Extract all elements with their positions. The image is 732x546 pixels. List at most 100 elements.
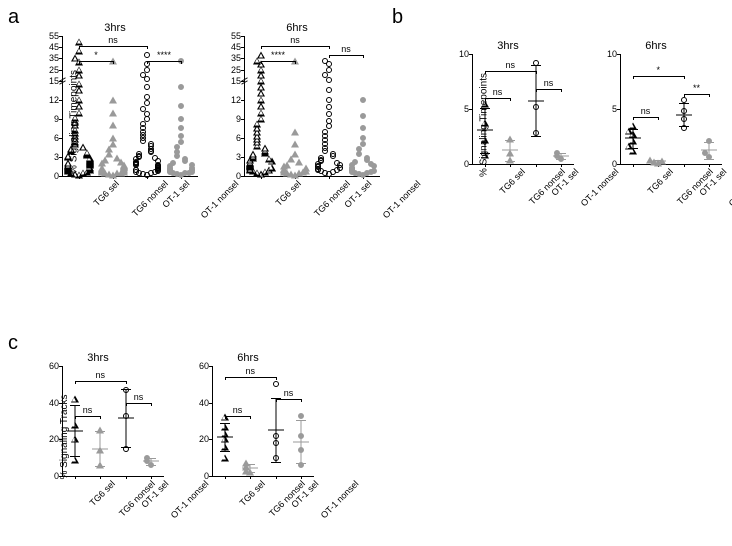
data-point [140, 72, 146, 78]
data-point [148, 141, 154, 147]
significance-label: ns [233, 405, 243, 415]
data-point [182, 156, 188, 162]
data-point [79, 144, 87, 151]
significance-bar [126, 403, 152, 404]
significance-bar [536, 89, 562, 90]
data-point [291, 150, 299, 157]
data-point [257, 109, 265, 116]
data-point [178, 116, 184, 122]
significance-bar [261, 61, 295, 62]
significance-label: **** [271, 50, 285, 60]
significance-bar [633, 117, 659, 118]
significance-bar [276, 399, 302, 400]
data-point [291, 128, 299, 135]
data-point [75, 38, 83, 45]
significance-bar [633, 76, 684, 77]
significance-bar [75, 381, 126, 382]
significance-label: ns [544, 78, 554, 88]
panel-label-c: c [8, 332, 18, 355]
subplot-c6: 6hrs0204060TG6 selTG6 nonselOT-1 selOT-1… [178, 352, 318, 522]
significance-label: * [94, 50, 98, 60]
data-point [144, 94, 150, 100]
subplot-a3: 3hrs0369121525354555TG6 selTG6 nonselOT-… [28, 22, 202, 222]
significance-label: ns [108, 35, 118, 45]
data-point [257, 90, 265, 97]
data-point [326, 87, 332, 93]
data-point [261, 145, 269, 152]
significance-label: ** [693, 83, 700, 93]
plot-area: 0204060TG6 selTG6 nonselOT-1 selOT-1 non… [62, 366, 164, 476]
data-point [352, 159, 358, 165]
plot-area: 0204060TG6 selTG6 nonselOT-1 selOT-1 non… [212, 366, 314, 476]
xtick-label: TG6 sel [497, 167, 526, 196]
significance-bar [261, 46, 329, 47]
data-point [360, 97, 366, 103]
data-point [144, 100, 150, 106]
data-point [360, 135, 366, 141]
data-point [326, 77, 332, 83]
subplot-b3: 3hrs0510TG6 selTG6 nonselOT-1 selOT-1 no… [438, 40, 578, 210]
data-point [291, 141, 299, 148]
subplot-a6: 6hrs0369121525354555TG6 selTG6 nonselOT-… [210, 22, 384, 222]
data-point [326, 111, 332, 117]
data-point [360, 141, 366, 147]
data-point [152, 155, 158, 161]
significance-bar [79, 61, 113, 62]
data-point [101, 157, 109, 164]
significance-bar [485, 71, 536, 72]
data-point [356, 146, 362, 152]
data-point [334, 160, 340, 166]
data-point [302, 164, 310, 171]
panel-label-b: b [392, 6, 403, 29]
subplot-b6: 6hrs0510TG6 selTG6 nonselOT-1 selOT-1 no… [586, 40, 726, 210]
data-point [298, 413, 304, 419]
data-point [109, 122, 117, 129]
data-point [326, 104, 332, 110]
significance-label: ns [284, 388, 294, 398]
data-point [318, 155, 324, 161]
data-point [140, 106, 146, 112]
data-point [265, 155, 273, 162]
data-point [113, 155, 121, 162]
data-point [136, 151, 142, 157]
data-point [178, 84, 184, 90]
data-point [178, 103, 184, 109]
data-point [326, 123, 332, 129]
significance-label: ns [341, 44, 351, 54]
plot-area: 0369121525354555TG6 selTG6 nonselOT-1 se… [244, 36, 380, 176]
data-point [257, 84, 265, 91]
data-point [257, 103, 265, 110]
significance-label: ns [493, 87, 503, 97]
data-point [326, 97, 332, 103]
data-point [257, 96, 265, 103]
data-point [71, 396, 79, 403]
data-point [360, 125, 366, 131]
subplot-c3: 3hrs0204060TG6 selTG6 nonselOT-1 selOT-1… [28, 352, 168, 522]
y-axis-title: % Signaling Tracks [59, 394, 70, 479]
data-point [174, 144, 180, 150]
data-point [257, 52, 265, 59]
data-point [144, 52, 150, 58]
data-point [249, 151, 257, 158]
significance-label: ns [83, 405, 93, 415]
significance-bar [75, 416, 101, 417]
y-axis-title: % Signaling Timepoints [478, 73, 489, 177]
plot-area: 0369121525354555TG6 selTG6 nonselOT-1 se… [62, 36, 198, 176]
significance-bar [225, 416, 251, 417]
data-point [178, 125, 184, 131]
data-point [178, 133, 184, 139]
data-point [109, 134, 117, 141]
significance-bar [147, 61, 181, 62]
significance-label: ns [245, 366, 255, 376]
plot-area: 0510TG6 selTG6 nonselOT-1 selOT-1 nonsel… [620, 54, 722, 164]
data-point [144, 67, 150, 73]
significance-bar [225, 377, 276, 378]
xtick-label: OT-1 nonsel [319, 479, 361, 521]
significance-label: ns [95, 370, 105, 380]
significance-label: ns [505, 60, 515, 70]
data-point [322, 129, 328, 135]
y-axis-title: % Signaling Timepoints [68, 70, 79, 174]
data-point [189, 162, 195, 168]
xtick-label: TG6 sel [237, 479, 266, 508]
data-point [109, 109, 117, 116]
